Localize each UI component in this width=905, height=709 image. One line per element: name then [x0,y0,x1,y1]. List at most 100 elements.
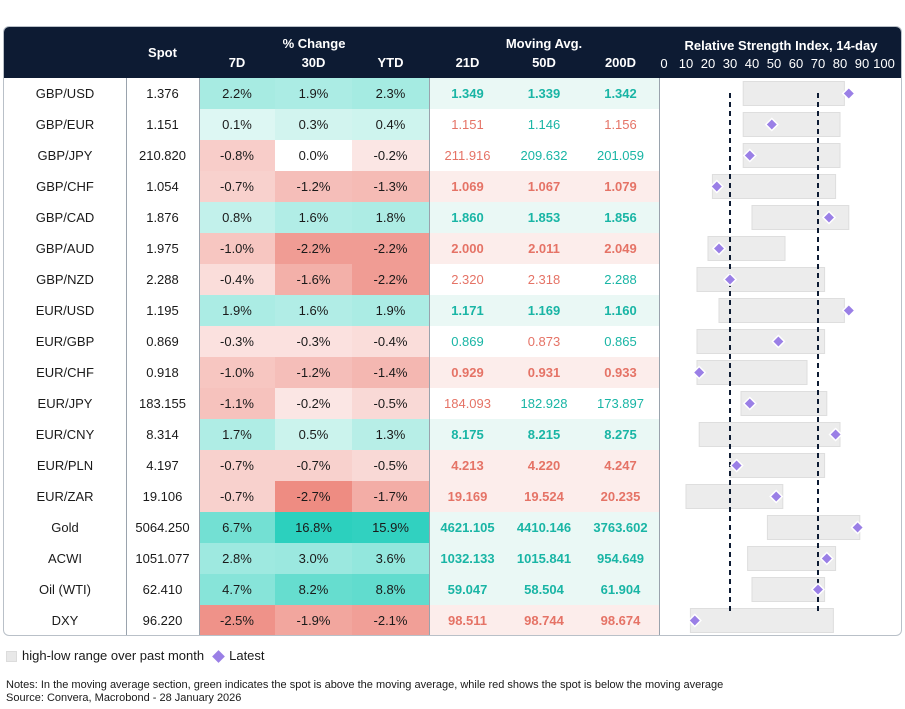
cell-name: EUR/ZAR [36,489,94,504]
cell-ma200: 1.160 [582,295,659,326]
cell-ma200: 3763.602 [582,512,659,543]
col-header-50d: 50D [532,55,556,70]
cell-ma50: 19.524 [506,481,582,512]
rsi-tick-label: 100 [873,56,895,71]
cell-name: Oil (WTI) [39,582,91,597]
cell-ma200: 20.235 [582,481,659,512]
table-row: EUR/PLN 4.197 -0.7% -0.7% -0.5% 4.213 4.220 4.2… [4,450,901,481]
cell-name: EUR/CNY [35,427,95,442]
notes-line: Notes: In the moving average section, gr… [6,679,724,691]
cell-d7: 2.2% [199,78,275,109]
cell-d30: 8.2% [275,574,352,605]
rsi-tick-label: 20 [700,56,716,71]
cell-d30: -2.7% [275,481,352,512]
rsi-latest-marker [722,272,738,287]
cell-ma21: 1.171 [429,295,506,326]
rsi-range-bar [742,81,845,106]
rsi-latest-marker [821,210,837,225]
cell-ma50: 2.011 [506,233,582,264]
cell-ma21: 59.047 [429,574,506,605]
cell-spot: 62.410 [142,582,183,597]
cell-d30: -1.9% [275,605,352,635]
cell-d30: -1.6% [275,264,352,295]
cell-ma21: 2.320 [451,272,484,287]
cell-ma200: 173.897 [597,396,644,411]
cell-ma200: 98.674 [582,605,659,635]
cell-ma50: 4410.146 [506,512,582,543]
cell-ma200: 1.856 [582,202,659,233]
cell-spot: 0.918 [146,365,179,380]
rsi-latest-marker [692,365,707,380]
cell-ytd: -0.5% [352,450,429,481]
rsi-range-bar [742,112,841,137]
cell-ma50: 98.744 [506,605,582,635]
rsi-range-bar [696,329,826,354]
cell-spot: 1.975 [146,241,179,256]
cell-ytd: -1.4% [352,357,429,388]
cell-ma21: 184.093 [444,396,491,411]
rsi-latest-marker [810,582,826,597]
cell-name: EUR/GBP [35,334,95,349]
cell-d30: 1.6% [275,202,352,233]
cell-d30: 16.8% [275,512,352,543]
divider-rsi [659,78,660,635]
cell-d30: 0.5% [275,419,352,450]
cell-spot: 8.314 [146,427,179,442]
cell-ytd: 0.4% [352,109,429,140]
cell-name: EUR/PLN [36,458,94,473]
cell-d30: -2.2% [275,233,352,264]
rsi-header: Relative Strength Index, 14-day [684,38,878,53]
moving-avg-header: Moving Avg. [505,36,583,51]
cell-ma200: 4.247 [582,450,659,481]
cell-ytd: -1.3% [352,171,429,202]
cell-d7: 0.1% [199,109,275,140]
cell-ytd: 15.9% [352,512,429,543]
cell-ma21: 98.511 [429,605,506,635]
cell-ma21: 4621.105 [429,512,506,543]
cell-spot: 5064.250 [135,520,190,535]
cell-d7: -0.4% [199,264,275,295]
cell-ma200: 61.904 [582,574,659,605]
cell-ytd: -2.1% [352,605,429,635]
cell-ma200: 2.049 [582,233,659,264]
cell-name: EUR/JPY [37,396,93,411]
cell-spot: 210.820 [139,148,186,163]
cell-ma50: 0.873 [527,334,561,349]
cell-d30: 1.6% [275,295,352,326]
table-row: GBP/AUD 1.975 -1.0% -2.2% -2.2% 2.000 2.011 2.0… [4,233,901,264]
cell-ma21: 4.213 [429,450,506,481]
rsi-tick-label: 0 [660,56,668,71]
rsi-latest-marker [742,148,757,163]
rsi-tick-label: 70 [810,56,826,71]
cell-d30: 0.0% [275,140,352,171]
pct-change-header: % Change [282,36,346,51]
cell-d7: 0.8% [199,202,275,233]
cell-ytd: 3.6% [352,543,429,574]
cell-ma50: 1.146 [527,117,561,132]
cell-ma50: 58.504 [506,574,582,605]
rsi-latest-marker [711,241,727,256]
rsi-tick-label: 50 [766,56,782,71]
cell-d7: 4.7% [199,574,275,605]
cell-ytd: 1.3% [352,419,429,450]
rsi-latest-marker [841,86,856,101]
cell-ma200: 0.933 [582,357,659,388]
rsi-tick-label: 60 [788,56,804,71]
rsi-range-bar [711,174,837,199]
rsi-range-bar [766,515,861,540]
rsi-tick-label: 80 [832,56,848,71]
cell-d7: -2.5% [199,605,275,635]
cell-name: EUR/CHF [36,365,94,380]
spot-header: Spot [148,45,177,60]
cell-ma50: 182.928 [520,396,568,411]
cell-name: GBP/CAD [35,210,95,225]
cell-d7: 1.7% [199,419,275,450]
rsi-tick-label: 30 [722,56,738,71]
cell-ytd: 1.8% [352,202,429,233]
rsi-latest-marker [819,551,834,566]
cell-ma50: 2.318 [527,272,561,287]
cell-ma200: 954.649 [582,543,659,574]
cell-ma21: 0.869 [451,334,484,349]
table-row: GBP/CAD 1.876 0.8% 1.6% 1.8% 1.860 1.853 1.856 [4,202,901,233]
table-row: ACWI 1051.077 2.8% 3.0% 3.6% 1032.133 1015.841… [4,543,901,574]
